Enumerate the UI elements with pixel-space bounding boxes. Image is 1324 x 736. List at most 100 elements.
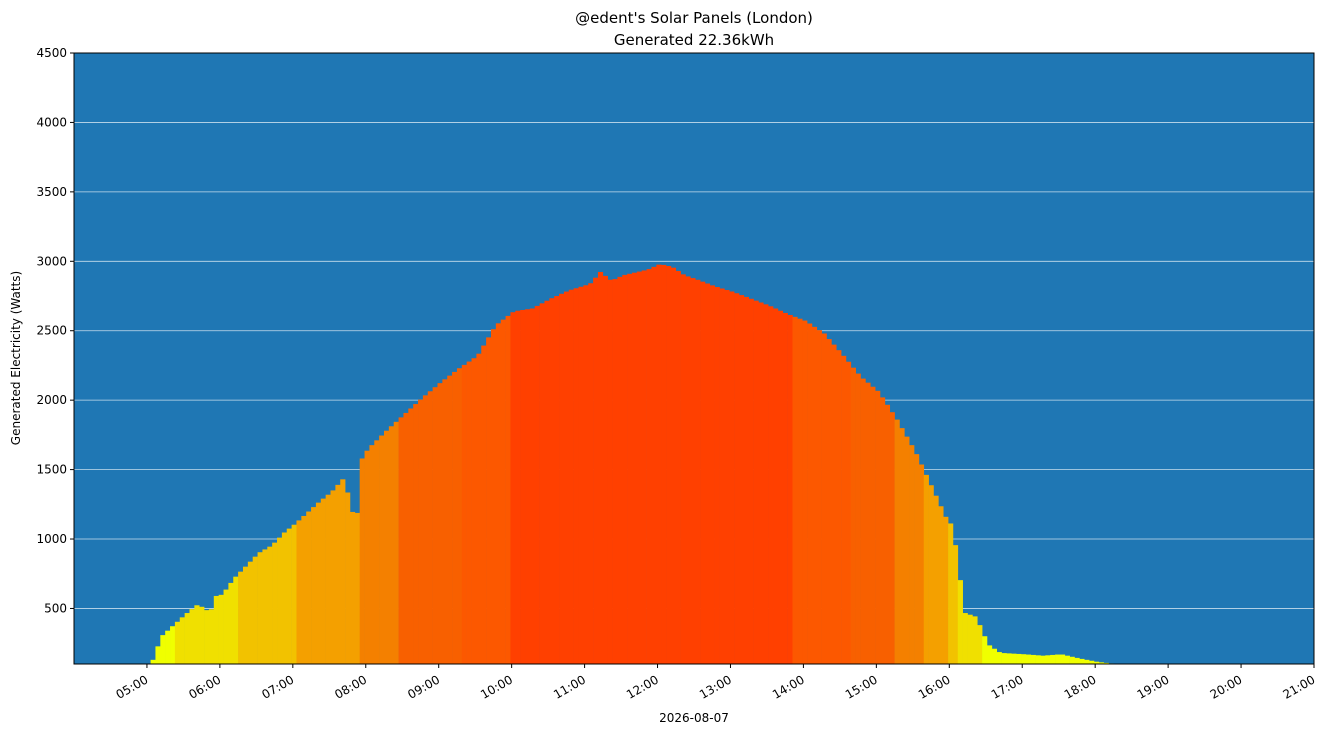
area-segment bbox=[315, 502, 322, 664]
area-segment bbox=[466, 361, 472, 664]
area-segment bbox=[422, 395, 429, 664]
area-segment bbox=[559, 293, 565, 664]
area-segment bbox=[982, 636, 988, 664]
area-segment bbox=[349, 511, 356, 664]
area-segment bbox=[515, 310, 521, 664]
area-segment bbox=[622, 274, 628, 664]
x-tick-label: 21:00 bbox=[1281, 672, 1318, 701]
area-segment bbox=[938, 506, 944, 664]
area-segment bbox=[1079, 658, 1085, 664]
area-segment bbox=[860, 378, 866, 664]
area-segment bbox=[1025, 654, 1032, 664]
area-segment bbox=[977, 625, 983, 664]
y-tick-label: 4000 bbox=[36, 115, 67, 129]
area-segment bbox=[782, 312, 788, 664]
area-segment bbox=[539, 303, 545, 664]
area-segment bbox=[1069, 656, 1075, 664]
area-segment bbox=[340, 479, 346, 664]
area-segment bbox=[1045, 655, 1051, 664]
area-segment bbox=[490, 329, 497, 664]
area-segment bbox=[189, 609, 195, 664]
area-segment bbox=[257, 552, 263, 664]
area-segment bbox=[393, 421, 399, 664]
area-segment bbox=[1103, 662, 1109, 664]
area-segment bbox=[914, 454, 920, 664]
area-segment bbox=[700, 281, 706, 664]
area-segment bbox=[597, 271, 604, 664]
area-segment bbox=[928, 485, 934, 664]
area-segment bbox=[675, 271, 681, 664]
area-segment bbox=[413, 404, 419, 664]
area-segment bbox=[529, 308, 536, 664]
x-tick-label: 19:00 bbox=[1135, 672, 1172, 701]
area-segment bbox=[807, 323, 813, 664]
area-segment bbox=[588, 283, 594, 664]
area-segment bbox=[165, 630, 171, 664]
area-segment bbox=[918, 464, 925, 664]
area-segment bbox=[792, 316, 798, 664]
area-segment bbox=[666, 266, 672, 664]
area-segment bbox=[427, 391, 433, 664]
area-segment bbox=[179, 617, 185, 664]
area-segment bbox=[991, 648, 998, 664]
area-segment bbox=[1021, 654, 1027, 664]
area-segment bbox=[680, 274, 686, 664]
area-segment bbox=[374, 440, 380, 664]
area-segment bbox=[286, 528, 292, 664]
x-tick-label: 14:00 bbox=[770, 672, 807, 701]
area-segment bbox=[607, 279, 613, 664]
area-segment bbox=[320, 498, 326, 664]
area-segment bbox=[223, 589, 229, 664]
area-segment bbox=[773, 308, 779, 664]
area-segment bbox=[1030, 654, 1036, 664]
area-segment bbox=[714, 287, 720, 664]
area-segment bbox=[296, 520, 302, 664]
y-tick-label: 2500 bbox=[36, 324, 67, 338]
area-segment bbox=[291, 524, 297, 664]
area-segment bbox=[943, 516, 949, 664]
area-segment bbox=[627, 273, 633, 664]
area-segment bbox=[267, 546, 273, 664]
area-segment bbox=[719, 288, 725, 664]
area-segment bbox=[612, 279, 618, 664]
area-segment bbox=[850, 367, 856, 664]
area-segment bbox=[894, 419, 900, 664]
chart-title: @edent's Solar Panels (London) bbox=[575, 9, 813, 27]
area-segment bbox=[456, 368, 463, 664]
area-segment bbox=[816, 330, 822, 664]
area-segment bbox=[510, 312, 516, 664]
area-segment bbox=[364, 450, 370, 664]
area-segment bbox=[841, 355, 847, 664]
x-axis-label: 2026-08-07 bbox=[659, 711, 729, 725]
area-segment bbox=[573, 288, 579, 664]
area-segment bbox=[821, 333, 827, 664]
y-tick-label: 2000 bbox=[36, 393, 67, 407]
area-segment bbox=[1055, 654, 1061, 664]
area-segment bbox=[962, 613, 968, 664]
area-segment bbox=[1064, 655, 1070, 664]
area-segment bbox=[1001, 653, 1007, 664]
area-segment bbox=[933, 495, 939, 664]
area-segment bbox=[568, 289, 574, 664]
area-segment bbox=[899, 428, 905, 664]
area-segment bbox=[398, 417, 404, 664]
area-segment bbox=[442, 379, 448, 664]
area-segment bbox=[670, 267, 677, 664]
area-segment bbox=[641, 270, 647, 664]
x-tick-label: 11:00 bbox=[551, 672, 588, 701]
area-segment bbox=[1050, 654, 1056, 664]
area-segment bbox=[228, 582, 234, 664]
area-segment bbox=[252, 556, 258, 664]
area-segment bbox=[505, 315, 511, 664]
area-segment bbox=[602, 275, 608, 664]
y-tick-label: 500 bbox=[44, 601, 67, 615]
area-segment bbox=[729, 291, 735, 664]
area-segment bbox=[301, 515, 307, 664]
x-axis: 05:00 06:00 07:00 08:00 09:00 10:00 11:00 12:00… bbox=[113, 664, 1318, 702]
x-tick-label: 16:00 bbox=[916, 672, 953, 701]
area-segment bbox=[996, 652, 1002, 664]
area-segment bbox=[345, 492, 351, 664]
area-segment bbox=[155, 646, 161, 664]
area-segment bbox=[646, 269, 652, 664]
area-segment bbox=[476, 353, 482, 664]
